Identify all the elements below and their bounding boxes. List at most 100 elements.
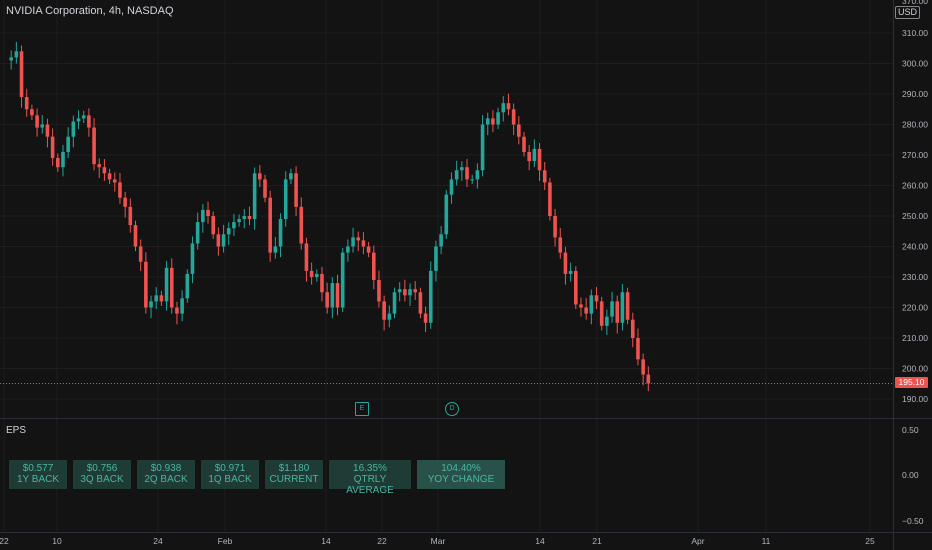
candle-body — [506, 103, 511, 110]
candle-body — [226, 228, 231, 235]
candle-body — [403, 289, 407, 296]
price-tick-label: 370.00 — [902, 0, 928, 6]
candle-body — [268, 197, 272, 253]
candle-body — [423, 313, 428, 323]
candle-body — [242, 216, 247, 220]
candle-body — [87, 115, 91, 128]
candle-body — [392, 292, 397, 314]
price-tick-label: 290.00 — [902, 89, 928, 99]
candle-body — [542, 170, 547, 183]
candle-body — [206, 209, 210, 216]
candle-body — [351, 237, 355, 247]
candle-body — [102, 167, 107, 174]
candle-body — [480, 124, 485, 171]
candle-body — [71, 121, 76, 137]
candle-body — [475, 170, 480, 180]
price-tick-label: 190.00 — [902, 394, 928, 404]
candle-body — [30, 109, 34, 116]
candle-body — [501, 103, 506, 113]
candle-body — [579, 304, 583, 308]
candle-body — [377, 280, 381, 302]
earnings-event-icon[interactable]: E — [355, 402, 369, 416]
candle-body — [247, 216, 252, 220]
candle-body — [133, 225, 138, 247]
candle-body — [278, 219, 283, 247]
eps-value: $0.938 — [150, 463, 182, 474]
eps-value: $0.756 — [86, 463, 118, 474]
candle-body — [309, 270, 314, 277]
candle-body — [304, 243, 309, 271]
currency-badge[interactable]: USD — [895, 6, 921, 19]
candle-body — [185, 273, 190, 299]
time-tick-label: Apr — [691, 536, 704, 546]
candle-body — [397, 289, 402, 293]
eps-value: $0.577 — [22, 463, 54, 474]
candle-body — [149, 301, 153, 308]
candle-body — [211, 216, 215, 235]
candle-body — [387, 313, 392, 320]
candle-body — [636, 338, 640, 360]
candle-body — [527, 151, 531, 162]
price-tick-label: 260.00 — [902, 181, 928, 191]
candle-body — [511, 109, 516, 125]
time-tick-label: 14 — [321, 536, 331, 546]
price-tick-label: 200.00 — [902, 364, 928, 374]
eps-box-1q-back: $0.971 1Q BACK — [201, 460, 259, 489]
price-tick-label: 300.00 — [902, 59, 928, 69]
candle-body — [164, 267, 169, 302]
time-tick-label: 21 — [592, 536, 602, 546]
candle-body — [553, 216, 557, 238]
price-tick-label: 250.00 — [902, 211, 928, 221]
price-tick-label: 280.00 — [902, 120, 928, 130]
candle-body — [434, 246, 438, 271]
time-tick-label: 11 — [762, 536, 771, 546]
candle-body — [413, 289, 418, 293]
candle-body — [123, 197, 127, 207]
candle-body — [532, 148, 537, 162]
time-tick-label: 22 — [0, 536, 9, 546]
candle-body — [615, 301, 620, 323]
eps-caption: QTRLY AVERAGE — [346, 474, 394, 496]
candle-body — [97, 164, 102, 168]
candle-body — [589, 295, 594, 314]
candle-body — [24, 97, 29, 110]
candle-body — [237, 219, 241, 223]
candle-body — [180, 298, 184, 314]
candle-body — [346, 246, 350, 253]
time-tick-label: 22 — [377, 536, 387, 546]
eps-indicator-label[interactable]: EPS — [6, 425, 27, 436]
candle-body — [195, 222, 200, 244]
eps-tick-label: 0.00 — [902, 470, 919, 480]
time-tick-label: Mar — [431, 536, 446, 546]
candle-body — [366, 246, 371, 253]
time-tick-label: Feb — [218, 536, 233, 546]
candle-body — [169, 267, 174, 308]
candle-body — [9, 57, 13, 61]
candle-body — [107, 173, 112, 180]
time-tick-label: 24 — [153, 536, 163, 546]
candle-body — [14, 51, 19, 58]
dividend-event-icon[interactable]: D — [445, 402, 459, 416]
candle-body — [154, 295, 159, 302]
price-tick-label: 220.00 — [902, 303, 928, 313]
candle-body — [299, 206, 304, 244]
time-tick-label: 25 — [865, 536, 875, 546]
eps-box-yoy-change: 104.40% YOY CHANGE — [417, 460, 505, 489]
time-axis: 22 10 24 Feb 14 22 Mar 14 21 Apr 11 25 — [0, 536, 875, 546]
candle-body — [19, 51, 24, 98]
candle-body — [625, 292, 630, 320]
candle-body — [66, 136, 70, 152]
candle-body — [76, 118, 81, 122]
candle-body — [605, 316, 609, 326]
candle-body — [232, 222, 236, 229]
candle-body — [594, 295, 599, 302]
eps-box-2q-back: $0.938 2Q BACK — [137, 460, 195, 489]
price-tick-label: 310.00 — [902, 28, 928, 38]
candle-body — [35, 115, 39, 128]
candle-body — [408, 289, 412, 296]
candle-body — [175, 307, 179, 314]
price-tick-label: 210.00 — [902, 333, 928, 343]
eps-value: 104.40% — [441, 463, 481, 474]
candle-body — [201, 209, 205, 223]
candle-body — [144, 261, 148, 308]
